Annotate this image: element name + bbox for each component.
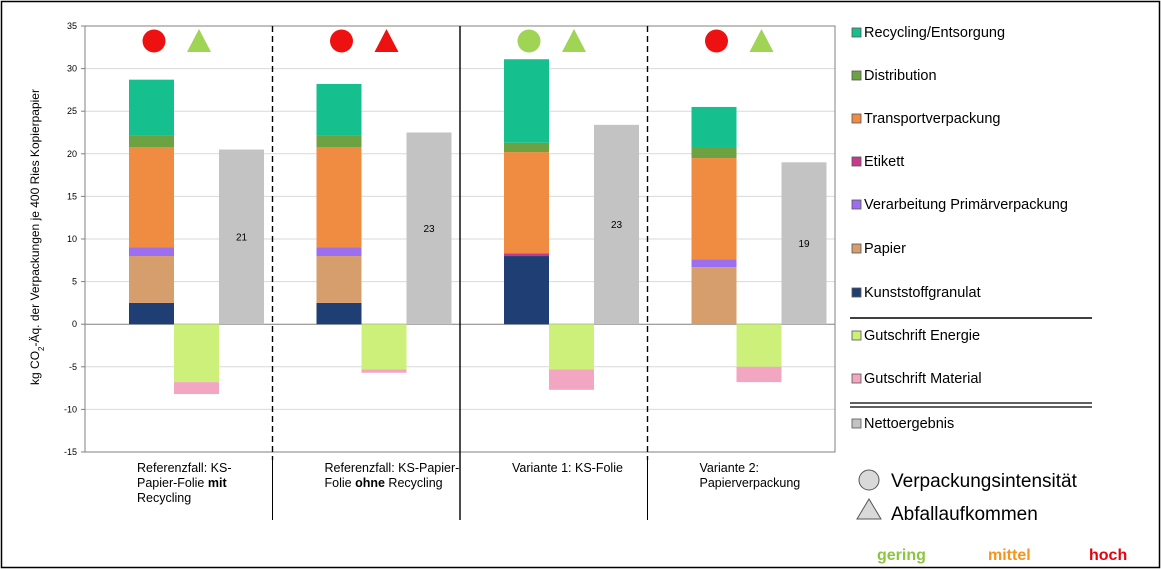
- legend-triangle-icon: [856, 498, 882, 520]
- bar-gutschrift-material: [174, 382, 219, 395]
- bar-transportverpackung: [316, 146, 362, 248]
- y-tick-label: 30: [67, 64, 77, 74]
- category-label: Papierverpackung: [700, 476, 801, 490]
- category-label: Referenzfall: KS-: [137, 461, 231, 475]
- y-tick-label: -15: [64, 447, 77, 457]
- bar-papier: [129, 256, 174, 303]
- bar-verarbeitung-primärverpackung: [316, 247, 362, 257]
- legend-swatch: [851, 70, 862, 81]
- plot-area: -15 -10 -5 0 5 10 15 20 25 30 35 21 Referenzfall: KS…: [64, 21, 836, 520]
- category-label: Variante 1: KS-Folie: [512, 461, 623, 475]
- indicator-circle-icon: [705, 29, 728, 53]
- indicator-circle-icon: [517, 29, 541, 53]
- y-tick-label: 20: [67, 149, 77, 159]
- bar-distribution: [316, 135, 362, 147]
- category-label: Papier-Folie mit: [137, 476, 227, 490]
- bar-recycling-entsorgung: [129, 79, 174, 136]
- bar-etikett: [504, 253, 549, 257]
- bar-papier: [691, 267, 737, 325]
- net-value-label: 21: [236, 232, 248, 243]
- bar-transportverpackung: [691, 158, 737, 260]
- bar-gutschrift-material: [736, 366, 782, 383]
- indicator-circle-icon: [142, 29, 166, 53]
- legend-swatch: [851, 418, 862, 429]
- indicator-triangle-icon: [749, 29, 774, 52]
- scale-label: gering: [877, 547, 926, 564]
- bar-gutschrift-energie: [361, 324, 407, 370]
- legend-label: Transportverpackung: [864, 111, 1000, 127]
- legend-swatch: [851, 243, 862, 254]
- legend-label: Gutschrift Energie: [864, 328, 980, 344]
- bar-nettoergebnis: [406, 132, 452, 325]
- legend-label: Recycling/Entsorgung: [864, 25, 1005, 41]
- y-tick-label: -10: [64, 404, 77, 414]
- bar-gutschrift-energie: [174, 324, 219, 383]
- y-tick-label: 15: [67, 191, 77, 201]
- bar-distribution: [129, 135, 174, 147]
- legend-label: Etikett: [864, 154, 904, 170]
- category-label: Folie ohne Recycling: [325, 476, 443, 490]
- indicator-triangle-icon: [187, 29, 211, 52]
- scale-label: hoch: [1089, 547, 1127, 564]
- bar-gutschrift-energie: [736, 324, 782, 367]
- bar-gutschrift-material: [361, 369, 407, 373]
- bar-kunststoffgranulat: [129, 302, 174, 325]
- bar-kunststoffgranulat: [316, 302, 362, 325]
- bar-verarbeitung-primärverpackung: [691, 259, 737, 268]
- legend-swatch: [851, 373, 862, 384]
- bar-nettoergebnis: [219, 149, 264, 325]
- legend-label: Gutschrift Material: [864, 371, 982, 387]
- legend-swatch: [851, 330, 862, 341]
- bar-nettoergebnis: [781, 162, 827, 325]
- bar-kunststoffgranulat: [504, 256, 549, 325]
- bar-recycling-entsorgung: [691, 106, 737, 147]
- y-tick-label: 25: [67, 106, 77, 116]
- legend-swatch: [851, 287, 862, 298]
- bar-gutschrift-material: [549, 369, 594, 390]
- bar-nettoergebnis: [594, 124, 639, 325]
- bar-transportverpackung: [129, 146, 174, 248]
- legend-swatch: [851, 113, 862, 124]
- bar-distribution: [691, 146, 737, 159]
- bar-papier: [316, 256, 362, 303]
- category-label: Variante 2:: [700, 461, 760, 475]
- bar-verarbeitung-primärverpackung: [129, 247, 174, 257]
- y-tick-label: -5: [69, 362, 77, 372]
- y-tick-label: 5: [72, 277, 77, 287]
- net-value-label: 23: [611, 220, 623, 231]
- bar-distribution: [504, 142, 549, 153]
- legend-label: Papier: [864, 241, 906, 257]
- bar-transportverpackung: [504, 152, 549, 254]
- legend-label: Nettoergebnis: [864, 416, 954, 432]
- category-label: Recycling: [137, 491, 191, 505]
- scale-label: mittel: [988, 547, 1031, 564]
- legend-label: Distribution: [864, 68, 937, 84]
- indicator-triangle-icon: [374, 29, 399, 52]
- legend-swatch: [851, 199, 862, 210]
- indicator-triangle-icon: [562, 29, 586, 52]
- indicator-circle-icon: [330, 29, 353, 53]
- bar-recycling-entsorgung: [504, 59, 549, 143]
- net-value-label: 19: [798, 239, 810, 250]
- category-label: Referenzfall: KS-Papier-: [325, 461, 460, 475]
- bar-gutschrift-energie: [549, 324, 594, 370]
- y-tick-label: 35: [67, 21, 77, 31]
- legend-swatch: [851, 27, 862, 38]
- bar-recycling-entsorgung: [316, 83, 362, 136]
- legend: Recycling/Entsorgung Distribution Transpor…: [850, 25, 1127, 564]
- y-tick-label: 10: [67, 234, 77, 244]
- net-value-label: 23: [423, 224, 435, 235]
- legend-label: Kunststoffgranulat: [864, 285, 981, 301]
- legend-swatch: [851, 156, 862, 167]
- legend-circle-icon: [858, 469, 880, 491]
- legend-label: Verarbeitung Primärverpackung: [864, 197, 1068, 213]
- legend-indicator-label: Abfallaufkommen: [891, 504, 1038, 525]
- y-axis-label: kg CO2-Äq. der Verpackungen je 400 Ries …: [28, 89, 46, 385]
- y-tick-label: 0: [72, 319, 77, 329]
- legend-indicator-label: Verpackungsintensität: [891, 471, 1078, 492]
